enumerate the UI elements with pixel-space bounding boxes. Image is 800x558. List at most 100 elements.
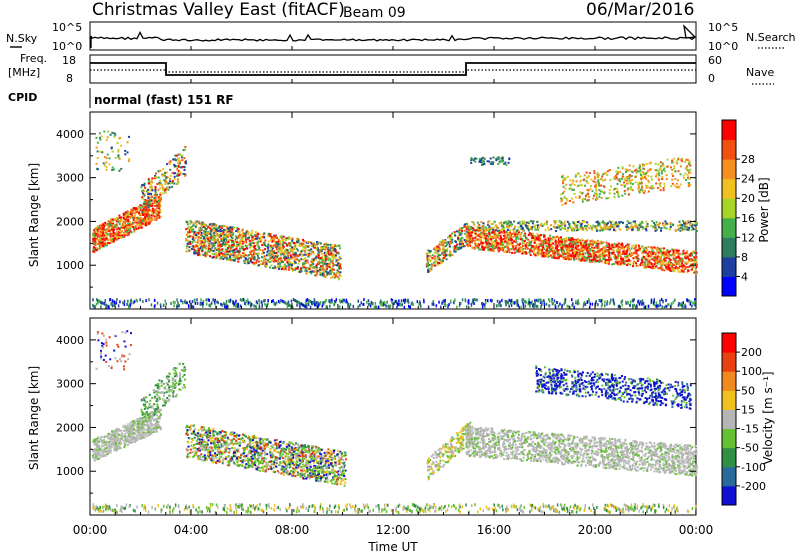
range-cell	[184, 146, 186, 148]
range-cell	[288, 269, 290, 271]
range-cell	[467, 227, 469, 229]
range-cell	[279, 301, 281, 304]
range-cell	[286, 261, 288, 263]
range-cell	[101, 302, 103, 305]
range-cell	[654, 263, 656, 265]
range-cell	[174, 178, 176, 180]
range-cell	[113, 240, 115, 242]
range-cell	[223, 229, 225, 231]
range-cell	[580, 260, 582, 262]
range-cell	[238, 258, 240, 260]
range-cell	[118, 304, 120, 307]
range-cell	[617, 255, 619, 257]
range-cell	[642, 299, 644, 302]
range-cell	[553, 302, 555, 305]
range-cell	[692, 302, 694, 305]
freq-label: Freq.	[20, 52, 47, 65]
range-cell	[608, 243, 610, 245]
range-cell	[680, 271, 682, 273]
range-cell	[692, 260, 694, 262]
range-cell	[109, 298, 111, 301]
range-cell	[220, 303, 222, 306]
range-cell	[665, 299, 667, 302]
range-cell	[612, 252, 614, 254]
range-cell	[454, 245, 456, 247]
range-cell	[111, 302, 113, 305]
range-cell	[120, 227, 122, 229]
range-cell	[334, 244, 336, 246]
range-cell	[184, 300, 186, 303]
range-cell	[252, 236, 254, 238]
range-cell	[662, 252, 664, 254]
range-cell	[293, 248, 295, 250]
range-cell	[231, 241, 233, 243]
range-cell	[585, 244, 587, 246]
range-cell	[565, 298, 567, 301]
range-cell	[670, 263, 672, 265]
range-cell	[125, 211, 127, 213]
range-cell	[582, 250, 584, 252]
range-cell	[110, 239, 112, 241]
range-cell	[142, 192, 144, 194]
range-cell	[220, 226, 222, 228]
range-cell	[267, 235, 269, 237]
range-cell	[542, 246, 544, 248]
range-cell	[632, 300, 634, 303]
range-cell	[668, 256, 670, 258]
range-cell	[322, 305, 324, 308]
range-cell	[174, 155, 176, 157]
range-cell	[607, 259, 609, 261]
range-cell	[290, 258, 292, 260]
range-cell	[192, 242, 194, 244]
range-cell	[520, 235, 522, 237]
range-cell	[195, 237, 197, 239]
range-cell	[278, 258, 280, 260]
range-cell	[605, 259, 607, 261]
nsky-label: N.Sky	[6, 32, 38, 45]
range-cell	[508, 305, 510, 308]
range-cell	[173, 304, 175, 307]
range-cell	[549, 235, 551, 237]
range-cell	[696, 264, 698, 266]
range-cell	[207, 240, 209, 242]
range-cell	[104, 222, 106, 224]
range-cell	[346, 300, 348, 303]
range-cell	[446, 258, 448, 260]
range-cell	[627, 302, 629, 305]
range-cell	[632, 306, 634, 309]
range-cell	[386, 301, 388, 304]
range-cell	[380, 299, 382, 302]
range-cell	[509, 299, 511, 302]
range-cell	[164, 175, 166, 177]
range-cell	[428, 258, 430, 260]
range-cell	[157, 210, 159, 212]
range-cell	[191, 231, 193, 233]
range-cell	[440, 306, 442, 309]
range-cell	[431, 265, 433, 267]
range-cell	[348, 302, 350, 305]
range-cell	[177, 161, 179, 163]
range-cell	[100, 305, 102, 308]
range-cell	[695, 252, 697, 254]
range-cell	[119, 230, 121, 232]
range-cell	[663, 258, 665, 260]
range-cell	[693, 256, 695, 258]
range-cell	[183, 166, 185, 168]
range-cell	[505, 250, 507, 252]
range-cell	[229, 256, 231, 258]
range-cell	[552, 252, 554, 254]
range-cell	[173, 183, 175, 185]
range-cell	[577, 238, 579, 240]
range-cell	[123, 227, 125, 229]
range-cell	[305, 268, 307, 270]
range-cell	[332, 262, 334, 264]
range-cell	[206, 303, 208, 306]
range-cell	[278, 268, 280, 270]
range-cell	[310, 261, 312, 263]
range-cell	[247, 237, 249, 239]
range-cell	[212, 298, 214, 301]
range-cell	[498, 250, 500, 252]
range-cell	[92, 251, 94, 253]
range-cell	[236, 245, 238, 247]
range-cell	[633, 252, 635, 254]
